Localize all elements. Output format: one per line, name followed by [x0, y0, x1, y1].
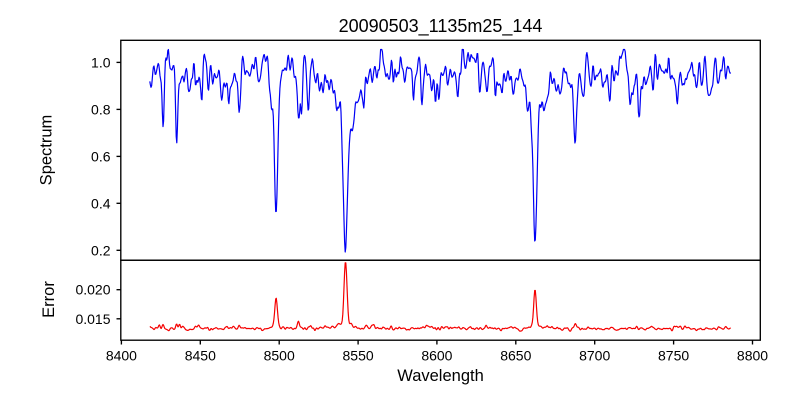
- svg-text:0.015: 0.015: [75, 311, 110, 327]
- svg-text:8400: 8400: [106, 348, 137, 364]
- svg-text:0.020: 0.020: [75, 282, 110, 298]
- svg-text:0.8: 0.8: [91, 101, 111, 117]
- svg-text:8550: 8550: [343, 348, 374, 364]
- svg-text:8800: 8800: [737, 348, 768, 364]
- svg-text:Wavelength: Wavelength: [397, 367, 484, 385]
- svg-text:8700: 8700: [579, 348, 610, 364]
- svg-text:1.0: 1.0: [91, 54, 111, 70]
- svg-text:8600: 8600: [421, 348, 452, 364]
- svg-text:0.4: 0.4: [91, 195, 111, 211]
- svg-text:Error: Error: [40, 281, 58, 318]
- svg-text:Spectrum: Spectrum: [38, 115, 56, 186]
- svg-text:0.2: 0.2: [91, 242, 111, 258]
- svg-text:8750: 8750: [658, 348, 689, 364]
- svg-text:8500: 8500: [264, 348, 295, 364]
- svg-text:20090503_1135m25_144: 20090503_1135m25_144: [339, 16, 543, 37]
- svg-text:8650: 8650: [500, 348, 531, 364]
- svg-text:8450: 8450: [185, 348, 216, 364]
- svg-text:0.6: 0.6: [91, 148, 111, 164]
